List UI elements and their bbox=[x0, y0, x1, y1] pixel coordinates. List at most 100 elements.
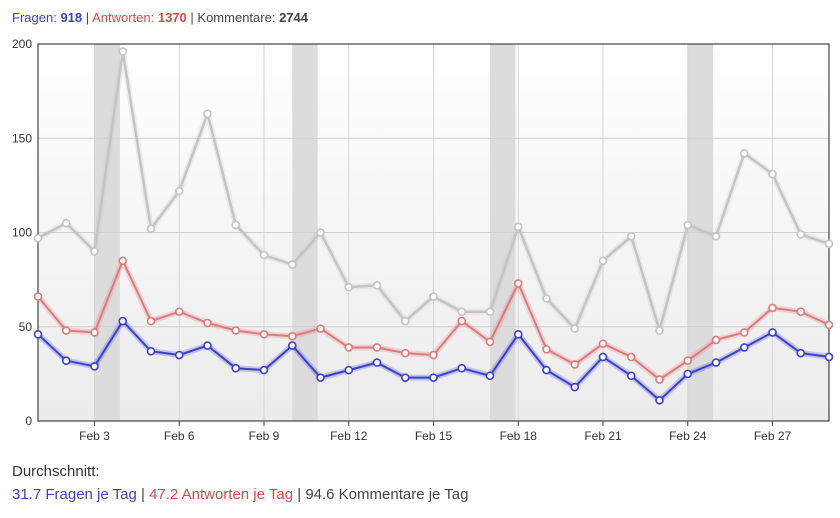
antworten-point bbox=[372, 343, 382, 352]
x-tick-label: Feb 9 bbox=[249, 429, 280, 443]
kommentare-label: Kommentare: bbox=[197, 10, 276, 25]
kommentare-point bbox=[626, 231, 636, 241]
fragen-point bbox=[711, 358, 721, 367]
kommentare-point bbox=[400, 316, 410, 326]
fragen-point bbox=[570, 382, 580, 392]
antworten-point bbox=[570, 360, 580, 369]
separator: | bbox=[140, 486, 145, 503]
fragen-point bbox=[90, 362, 99, 371]
kommentare-point bbox=[203, 109, 212, 119]
kommentare-point bbox=[711, 231, 721, 241]
antworten-point bbox=[61, 326, 71, 335]
kommentare-point bbox=[372, 280, 382, 290]
kommentare-total: 2744 bbox=[279, 10, 308, 25]
fragen-point bbox=[824, 352, 834, 362]
kommentare-point bbox=[344, 282, 354, 292]
fragen-point bbox=[796, 348, 806, 358]
antworten-point bbox=[231, 326, 241, 335]
kommentare-point bbox=[259, 250, 269, 260]
kommentare-point bbox=[287, 260, 297, 269]
antworten-point bbox=[485, 337, 495, 347]
antworten-point bbox=[316, 324, 325, 333]
fragen-point bbox=[485, 371, 495, 381]
antworten-point bbox=[33, 292, 43, 301]
average-antworten: 47.2 Antworten je Tag bbox=[149, 486, 294, 503]
fragen-point bbox=[655, 395, 664, 405]
fragen-point bbox=[344, 365, 354, 375]
antworten-point bbox=[118, 256, 128, 266]
kommentare-point bbox=[316, 228, 325, 237]
fragen-point bbox=[61, 356, 71, 365]
antworten-point bbox=[824, 320, 834, 330]
antworten-point bbox=[429, 350, 438, 360]
average-line: 31.7 Fragen je Tag | 47.2 Antworten je T… bbox=[12, 486, 468, 503]
x-tick-label: Feb 15 bbox=[415, 429, 453, 443]
antworten-point bbox=[259, 329, 269, 339]
antworten-point bbox=[768, 303, 777, 313]
y-tick-label: 0 bbox=[25, 414, 32, 428]
kommentare-point bbox=[146, 224, 156, 234]
kommentare-point bbox=[231, 220, 241, 230]
kommentare-point bbox=[457, 307, 467, 316]
fragen-point bbox=[400, 373, 410, 382]
x-tick-label: Feb 3 bbox=[79, 429, 110, 443]
fragen-point bbox=[683, 369, 693, 379]
fragen-point bbox=[739, 343, 749, 352]
kommentare-point bbox=[683, 220, 693, 230]
kommentare-point bbox=[485, 307, 495, 316]
antworten-point bbox=[146, 316, 156, 326]
y-tick-label: 150 bbox=[12, 131, 32, 145]
antworten-point bbox=[400, 348, 410, 358]
x-tick-label: Feb 24 bbox=[669, 429, 707, 443]
fragen-point bbox=[174, 350, 184, 360]
antworten-point bbox=[174, 307, 184, 316]
x-tick-label: Feb 18 bbox=[500, 429, 538, 443]
kommentare-point bbox=[796, 230, 806, 239]
kommentare-point bbox=[655, 326, 664, 335]
antworten-point bbox=[344, 343, 354, 352]
x-tick-label: Feb 21 bbox=[584, 429, 622, 443]
fragen-point bbox=[316, 373, 325, 382]
kommentare-point bbox=[118, 47, 128, 56]
separator: | bbox=[190, 10, 194, 25]
x-tick-label: Feb 27 bbox=[754, 429, 792, 443]
x-tick-label: Feb 6 bbox=[164, 429, 195, 443]
fragen-point bbox=[231, 363, 241, 373]
y-tick-label: 200 bbox=[12, 37, 32, 51]
average-kommentare: 94.6 Kommentare je Tag bbox=[305, 486, 469, 503]
fragen-point bbox=[429, 373, 438, 382]
fragen-point bbox=[513, 329, 523, 339]
fragen-point bbox=[118, 316, 128, 326]
kommentare-point bbox=[33, 233, 43, 243]
antworten-point bbox=[542, 345, 551, 354]
fragen-point bbox=[768, 328, 777, 337]
kommentare-point bbox=[542, 294, 551, 303]
fragen-point bbox=[259, 365, 269, 375]
kommentare-point bbox=[598, 256, 608, 266]
x-tick-label: Feb 12 bbox=[330, 429, 368, 443]
kommentare-point bbox=[768, 169, 777, 179]
antworten-point bbox=[598, 339, 608, 349]
y-tick-label: 100 bbox=[12, 226, 32, 240]
y-tick-label: 50 bbox=[19, 320, 33, 334]
fragen-point bbox=[457, 363, 467, 373]
kommentare-point bbox=[429, 292, 438, 301]
fragen-point bbox=[372, 358, 382, 367]
antworten-point bbox=[739, 328, 749, 337]
kommentare-point bbox=[739, 149, 749, 158]
fragen-total: 918 bbox=[60, 10, 83, 25]
fragen-point bbox=[287, 341, 297, 350]
antworten-point bbox=[655, 375, 664, 384]
antworten-point bbox=[711, 335, 721, 345]
fragen-point bbox=[598, 352, 608, 362]
antworten-point bbox=[683, 356, 693, 365]
separator: | bbox=[85, 10, 90, 25]
average-title: Durchschnitt: bbox=[12, 463, 100, 480]
antworten-point bbox=[626, 352, 636, 362]
fragen-point bbox=[33, 329, 43, 339]
kommentare-point bbox=[513, 222, 523, 232]
separator: | bbox=[297, 486, 302, 503]
activity-chart: 0 50 100 150 200 Feb 3 Feb 6 Feb 9 Feb 12 Feb 15 F… bbox=[12, 37, 834, 443]
fragen-point bbox=[542, 365, 551, 375]
average-fragen: 31.7 Fragen je Tag bbox=[12, 486, 137, 503]
